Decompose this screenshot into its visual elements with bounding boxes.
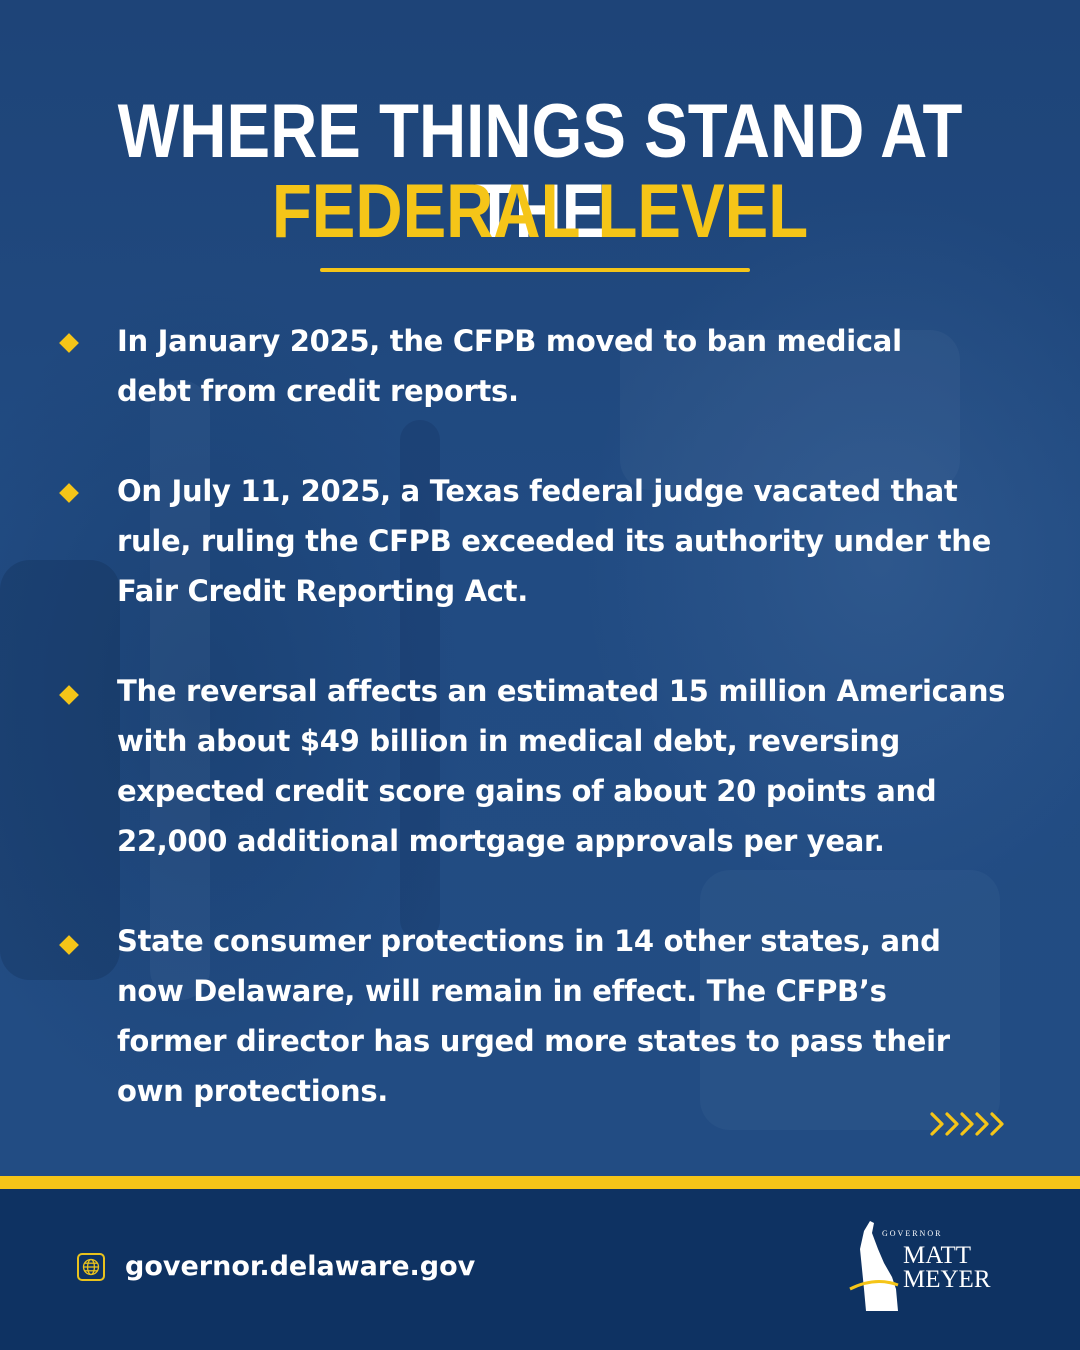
bullet-line: rule, ruling the CFPB exceeded its autho…: [117, 524, 992, 558]
background-blur-shape: [0, 560, 120, 980]
bullet-line: Fair Credit Reporting Act.: [117, 574, 528, 608]
logo-first-name: MATT: [903, 1242, 972, 1269]
bullet-list: In January 2025, the CFPB moved to ban m…: [59, 316, 1017, 1116]
bullet-line: own protections.: [117, 1074, 389, 1108]
background-blur-shape: [400, 420, 440, 940]
bullet-line: now Delaware, will remain in effect. The…: [117, 974, 887, 1008]
bullet-line: The reversal affects an estimated 15 mil…: [117, 674, 1006, 708]
page-title-line1: WHERE THINGS STAND AT THE: [117, 89, 963, 254]
chevrons-right-icon[interactable]: [928, 1108, 1014, 1144]
bullet-text: State consumer protections in 14 other s…: [117, 916, 1017, 1116]
background-blur-shape: [150, 380, 210, 1000]
bullet-line: with about $49 billion in medical debt, …: [117, 724, 900, 758]
page-title-line2: FEDERAL LEVEL: [271, 169, 809, 254]
diamond-bullet-icon: [59, 935, 79, 955]
delaware-state-icon: [849, 1221, 899, 1311]
bullet-text: On July 11, 2025, a Texas federal judge …: [117, 466, 1017, 616]
logo-last-name: MEYER: [903, 1266, 991, 1293]
bullet-line: debt from credit reports.: [117, 374, 519, 408]
bullet-line: In January 2025, the CFPB moved to ban m…: [117, 324, 902, 358]
footer-accent-bar: [0, 1176, 1080, 1189]
bullet-line: On July 11, 2025, a Texas federal judge …: [117, 474, 958, 508]
bullet-text: In January 2025, the CFPB moved to ban m…: [117, 316, 1017, 416]
diamond-bullet-icon: [59, 333, 79, 353]
globe-icon: [77, 1253, 105, 1281]
background-blur-shape: [700, 870, 1000, 1130]
background-blur-shape: [620, 330, 960, 490]
bullet-line: 22,000 additional mortgage approvals per…: [117, 824, 885, 858]
title-underline: [320, 268, 750, 272]
bullet-line: former director has urged more states to…: [117, 1024, 950, 1058]
logo-governor-label: GOVERNOR: [882, 1229, 943, 1238]
chevrons-right-icon-graphic: [930, 1112, 1004, 1136]
background-photo: [0, 0, 1080, 1176]
website-link[interactable]: governor.delaware.gov: [125, 1251, 476, 1282]
bullet-text: The reversal affects an estimated 15 mil…: [117, 666, 1017, 866]
diamond-bullet-icon: [59, 483, 79, 503]
governor-logo: GOVERNOR MATT MEYER: [848, 1219, 1018, 1319]
bullet-line: State consumer protections in 14 other s…: [117, 924, 941, 958]
diamond-bullet-icon: [59, 685, 79, 705]
footer: governor.delaware.gov GOVERNOR MATT MEYE…: [0, 1189, 1080, 1350]
bullet-line: expected credit score gains of about 20 …: [117, 774, 937, 808]
